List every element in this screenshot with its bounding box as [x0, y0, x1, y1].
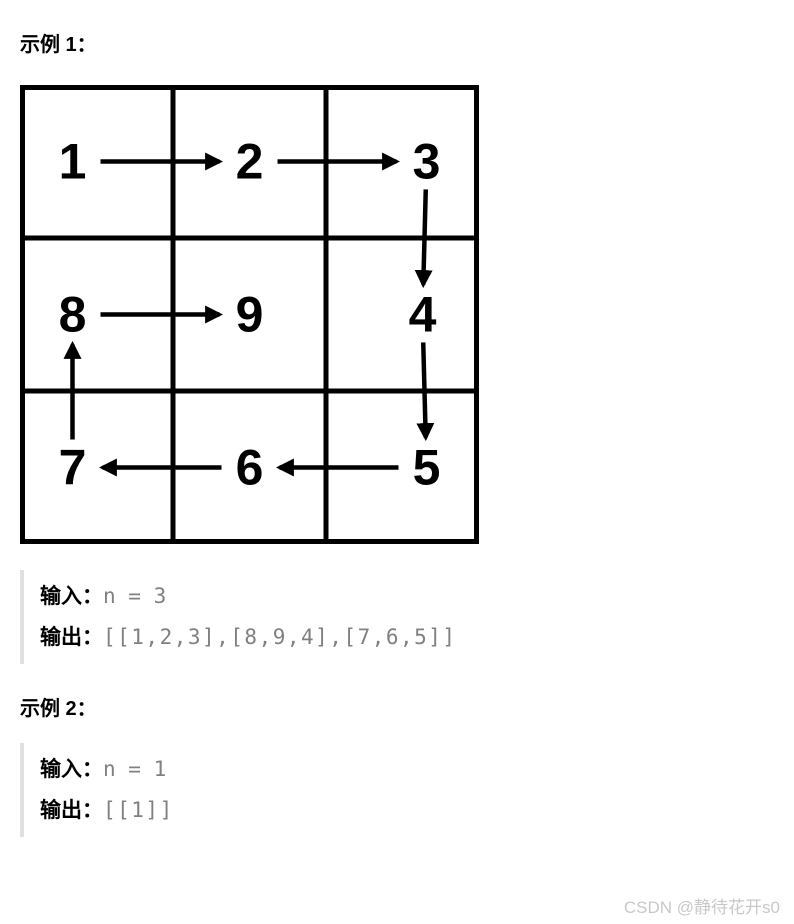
- example-2-code-block: 输入：n = 1 输出：[[1]]: [20, 743, 774, 837]
- watermark: CSDN @静待花开s0: [624, 893, 780, 918]
- output-label: 输出：: [40, 798, 103, 822]
- svg-text:7: 7: [59, 440, 87, 496]
- svg-text:2: 2: [236, 134, 264, 190]
- svg-text:4: 4: [409, 287, 437, 343]
- input-value: n = 3: [103, 584, 166, 608]
- output-label: 输出：: [40, 625, 103, 649]
- svg-text:5: 5: [413, 440, 441, 496]
- example-2-input-row: 输入：n = 1: [40, 749, 774, 790]
- output-value: [[1,2,3],[8,9,4],[7,6,5]]: [103, 625, 457, 649]
- example-1-input-row: 输入：n = 3: [40, 576, 774, 617]
- input-label: 输入：: [40, 757, 103, 781]
- svg-text:6: 6: [236, 440, 264, 496]
- example-2-output-row: 输出：[[1]]: [40, 790, 774, 831]
- example-1-code-block: 输入：n = 3 输出：[[1,2,3],[8,9,4],[7,6,5]]: [20, 570, 774, 664]
- spiral-grid-diagram: 1 2 3 8 9 4 7 6 5: [20, 85, 479, 544]
- svg-text:8: 8: [59, 287, 87, 343]
- svg-text:1: 1: [59, 134, 87, 190]
- svg-text:3: 3: [413, 134, 441, 190]
- input-value: n = 1: [103, 757, 166, 781]
- input-label: 输入：: [40, 584, 103, 608]
- example-1-output-row: 输出：[[1,2,3],[8,9,4],[7,6,5]]: [40, 617, 774, 658]
- output-value: [[1]]: [103, 798, 174, 822]
- svg-text:9: 9: [236, 287, 264, 343]
- example-1-title: 示例 1：: [20, 28, 774, 57]
- example-2-title: 示例 2：: [20, 692, 774, 721]
